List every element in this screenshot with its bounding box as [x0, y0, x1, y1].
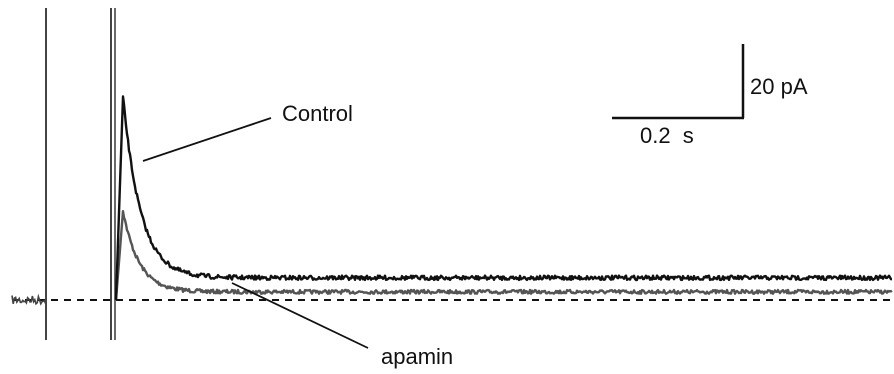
control-label-pointer — [142, 117, 272, 162]
apamin-label-pointer — [231, 282, 369, 349]
baseline-trace — [11, 293, 47, 306]
control-label: Control — [282, 101, 353, 126]
trace-control — [114, 95, 893, 301]
plot-area — [11, 8, 893, 340]
apamin-label: apamin — [381, 344, 453, 369]
time-scale-label: 0.2 s — [640, 123, 694, 148]
amplitude-scale-label: 20 pA — [750, 74, 808, 99]
trace-apamin — [114, 210, 893, 301]
